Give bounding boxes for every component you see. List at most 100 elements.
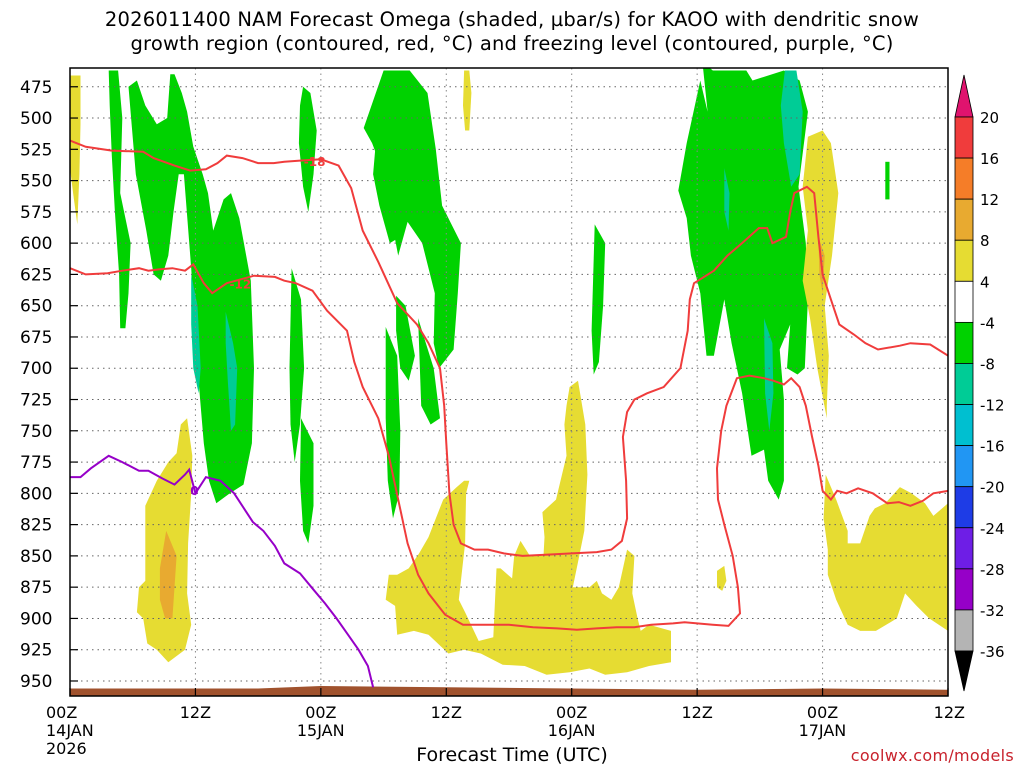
y-tick-label: 750 [20, 422, 52, 442]
contour-layer: -18 -12 0 [70, 139, 948, 688]
colorbar-label: -4 [980, 314, 995, 332]
colorbar-segment [954, 363, 974, 405]
x-tick-label-time: 00Z [305, 703, 336, 722]
colorbar-segment [954, 321, 974, 364]
colorbar-segment [954, 404, 974, 447]
omega-region-4 [225, 311, 238, 431]
x-tick-label-year: 2026 [46, 739, 87, 758]
colorbar-bottom-triangle [954, 650, 974, 692]
omega-region-22 [136, 418, 193, 663]
y-tick-label: 625 [20, 265, 52, 285]
colorbar-label: 12 [980, 191, 999, 209]
y-axis: 475 500 525 550 575 600 625 650 675 700 725 750 775 8… [20, 78, 78, 692]
x-tick-label-date: 14JAN [46, 721, 94, 740]
colorbar-segment [954, 116, 974, 159]
colorbar-segment [954, 239, 974, 282]
y-tick-label: 850 [20, 547, 52, 567]
y-tick-label: 650 [20, 297, 52, 317]
contour-label: 0 [190, 484, 198, 498]
colorbar-segment [954, 445, 974, 488]
colorbar-legend: 20 16 12 8 4 -4 -8 -12 -16 -20 -24 -28 -32 -36 [954, 74, 1005, 692]
x-tick-label-date: 16JAN [548, 721, 596, 740]
colorbar-segment [954, 198, 974, 241]
y-tick-label: 725 [20, 391, 52, 411]
x-tick-label-time: 12Z [180, 703, 211, 722]
y-tick-label: 700 [20, 359, 52, 379]
colorbar-segment [954, 280, 974, 323]
x-axis-title: Forecast Time (UTC) [416, 744, 608, 766]
colorbar-top-triangle [954, 74, 974, 118]
y-tick-label: 550 [20, 172, 52, 192]
omega-region-18 [885, 161, 890, 200]
omega-region-7 [300, 418, 314, 544]
x-tick-label-date: 17JAN [799, 721, 847, 740]
y-tick-label: 775 [20, 453, 52, 473]
y-tick-label: 900 [20, 609, 52, 629]
y-tick-label: 800 [20, 484, 52, 504]
omega-region-14 [678, 68, 808, 500]
omega-region-15 [780, 70, 803, 187]
terrain-layer [70, 686, 948, 696]
terrain-fill [70, 686, 948, 696]
omega-region-6 [289, 268, 305, 463]
omega-region-11 [396, 295, 415, 381]
plot-frame [69, 67, 949, 697]
colorbar-segment [954, 486, 974, 529]
x-tick-label-time: 12Z [934, 703, 965, 722]
omega-region-3 [191, 274, 201, 394]
omega-region-9 [373, 136, 401, 244]
y-tick-label: 875 [20, 578, 52, 598]
colorbar-label: -32 [980, 602, 1005, 620]
omega-region-8 [363, 70, 461, 369]
colorbar-segment [954, 157, 974, 200]
colorbar-segment [954, 609, 974, 652]
colorbar-label: -24 [980, 520, 1005, 538]
contour-line-0 [70, 139, 948, 557]
colorbar-label: 16 [980, 150, 999, 168]
colorbar-label: -20 [980, 479, 1005, 497]
omega-region-26 [823, 474, 948, 631]
grid-layer [70, 68, 948, 696]
omega-region-25 [717, 565, 727, 591]
omega-region-2 [128, 74, 254, 504]
y-tick-label: 675 [20, 328, 52, 348]
colorbar-label: -36 [980, 643, 1005, 661]
y-tick-label: 925 [20, 641, 52, 661]
contour-label: -12 [230, 277, 252, 291]
omega-shading-layer [70, 68, 948, 675]
colorbar-label: 8 [980, 232, 990, 250]
y-tick-label: 600 [20, 234, 52, 254]
omega-region-0 [70, 75, 81, 225]
contour-line-2 [70, 454, 375, 688]
site-credit: coolwx.com/models [850, 746, 1014, 765]
x-tick-label-time: 12Z [681, 703, 712, 722]
x-tick-label-time: 00Z [807, 703, 838, 722]
omega-region-10 [418, 318, 440, 425]
omega-region-16 [724, 168, 730, 231]
x-tick-label-time: 00Z [556, 703, 587, 722]
chart-title-line-1: 2026011400 NAM Forecast Omega (shaded, µ… [104, 8, 920, 31]
y-tick-label: 575 [20, 203, 52, 223]
y-tick-label: 825 [20, 516, 52, 536]
omega-region-1 [108, 70, 131, 329]
colorbar-label: -28 [980, 561, 1005, 579]
chart-title-line-2: growth region (contoured, red, °C) and f… [130, 32, 894, 55]
y-tick-label: 475 [20, 78, 52, 98]
colorbar-label: -12 [980, 397, 1005, 415]
y-tick-label: 950 [20, 672, 52, 692]
x-tick-label-time: 12Z [431, 703, 462, 722]
omega-region-13 [591, 224, 606, 375]
y-tick-label: 525 [20, 140, 52, 160]
colorbar-label: -16 [980, 438, 1005, 456]
contour-line-1 [70, 262, 948, 631]
colorbar-label: 4 [980, 273, 990, 291]
x-tick-label-date: 15JAN [297, 721, 345, 740]
y-tick-label: 500 [20, 109, 52, 129]
colorbar-label: 20 [980, 109, 999, 127]
colorbar-segment [954, 527, 974, 570]
omega-region-17 [764, 318, 774, 431]
omega-region-23 [159, 530, 177, 619]
x-tick-label-time: 00Z [46, 703, 77, 722]
